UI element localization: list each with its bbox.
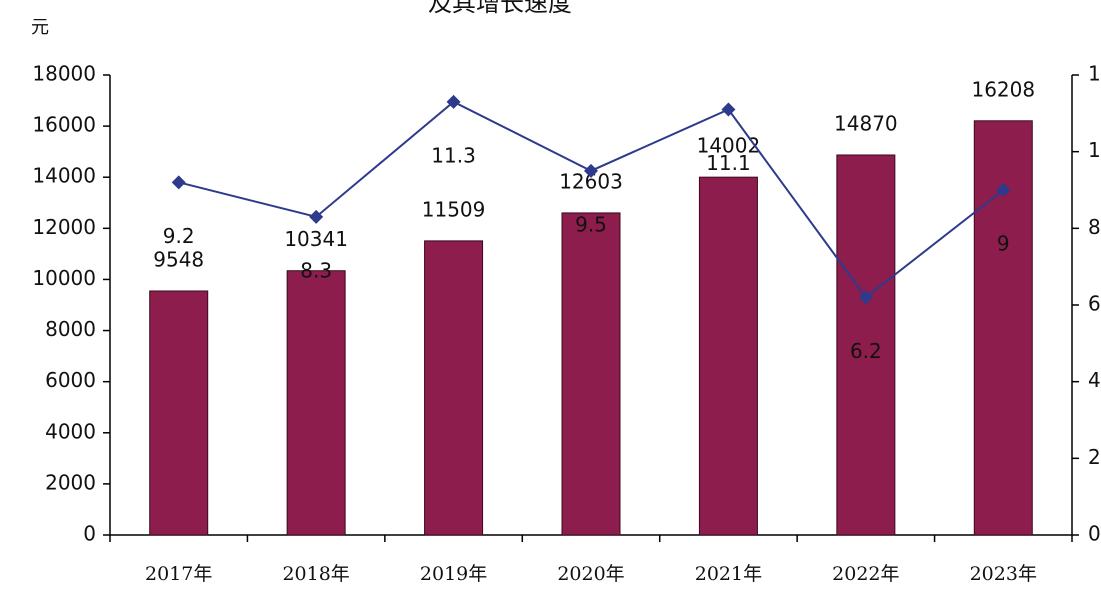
- bar-value-label: 9548: [153, 247, 204, 271]
- y2-tick-label: 0: [1088, 522, 1101, 546]
- line-value-label: 11.1: [706, 151, 751, 175]
- x-tick-label: 2019年: [420, 563, 487, 585]
- y-tick-label: 2000: [45, 470, 96, 494]
- y2-tick-label: 10: [1088, 138, 1101, 162]
- y-tick-label: 8000: [45, 317, 96, 341]
- bar-value-label: 11509: [422, 197, 486, 221]
- line-value-label: 9.5: [575, 212, 607, 236]
- y2-tick-label: 6: [1088, 292, 1101, 316]
- line-value-label: 8.3: [300, 258, 332, 282]
- x-tick-label: 2023年: [970, 563, 1037, 585]
- bar: [149, 290, 209, 536]
- y2-tick-label: 8: [1088, 215, 1101, 239]
- line-value-label: 9.2: [163, 224, 195, 248]
- y-tick-label: 14000: [32, 164, 96, 188]
- line-marker: [171, 175, 186, 190]
- line-marker: [309, 209, 324, 224]
- y-tick-label: 0: [83, 522, 96, 546]
- bar: [973, 120, 1033, 536]
- y2-tick-label: 4: [1088, 368, 1101, 392]
- bar: [698, 176, 758, 536]
- bar-value-label: 16208: [971, 77, 1035, 101]
- bar: [836, 154, 896, 536]
- line-marker: [584, 163, 598, 178]
- line-value-label: 11.3: [431, 143, 476, 167]
- bar: [424, 240, 484, 536]
- y-tick-label: 18000: [32, 62, 96, 86]
- bar-value-label: 10341: [284, 227, 348, 251]
- line-value-label: 6.2: [850, 339, 882, 363]
- x-tick-label: 2020年: [557, 563, 624, 585]
- line-marker: [721, 102, 736, 117]
- line-marker: [858, 290, 873, 305]
- y-tick-label: 4000: [45, 419, 96, 443]
- chart-title: 及其增长速度: [428, 0, 572, 17]
- line-marker: [996, 183, 1011, 197]
- x-tick-label: 2021年: [695, 563, 762, 585]
- y-tick-label: 6000: [45, 368, 96, 392]
- x-tick-label: 2018年: [282, 563, 349, 585]
- line-marker: [446, 94, 461, 109]
- y-tick-label: 16000: [32, 113, 96, 137]
- y2-tick-label: 12: [1088, 62, 1101, 86]
- y-tick-label: 10000: [32, 266, 96, 290]
- bar: [286, 270, 346, 536]
- y-axis-label: 元: [31, 17, 49, 38]
- x-tick-label: 2022年: [832, 563, 899, 585]
- y2-tick-label: 2: [1088, 445, 1101, 469]
- bar: [561, 212, 621, 536]
- line-value-label: 9: [997, 232, 1010, 256]
- x-tick-label: 2017年: [145, 563, 212, 585]
- bar-value-label: 14870: [834, 111, 898, 135]
- y-tick-label: 12000: [32, 215, 96, 239]
